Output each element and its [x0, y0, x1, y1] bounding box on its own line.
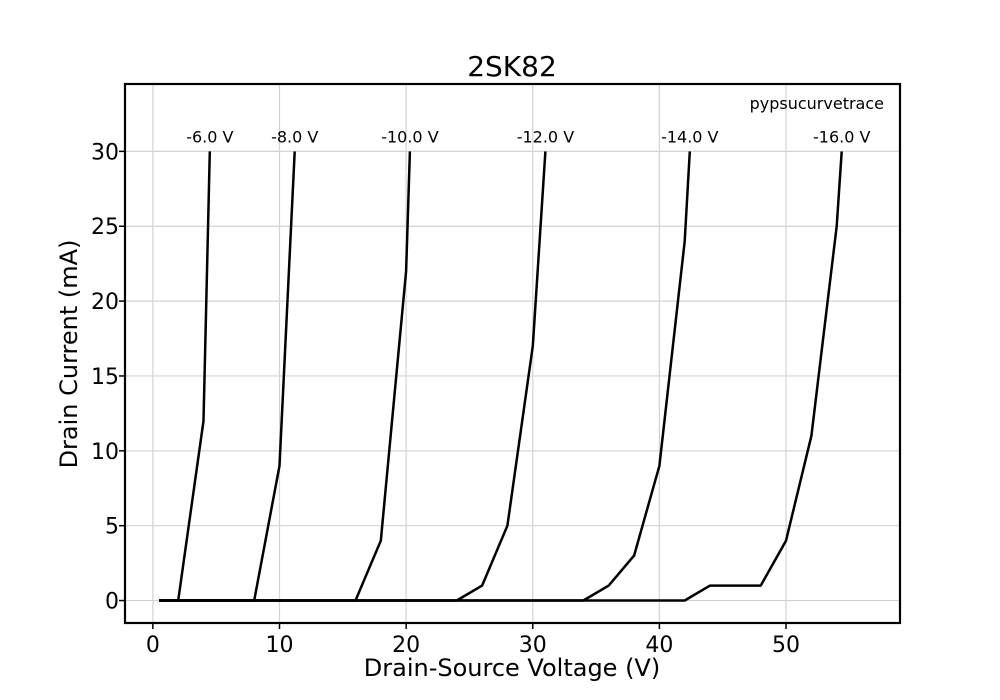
x-tick-label: 10 — [265, 633, 293, 658]
x-tick-label: 30 — [519, 633, 547, 658]
x-tick-label: 40 — [645, 633, 673, 658]
series-line — [159, 151, 843, 602]
y-tick-label: 10 — [91, 440, 119, 465]
series-label: -14.0 V — [661, 127, 718, 146]
y-axis-label: Drain Current (mA) — [55, 240, 83, 469]
series-label: -12.0 V — [517, 127, 574, 146]
x-tick-label: 20 — [392, 633, 420, 658]
y-tick-label: 30 — [91, 140, 119, 165]
y-tick-label: 20 — [91, 290, 119, 315]
series-label: -10.0 V — [381, 127, 438, 146]
chart-title: 2SK82 — [467, 50, 557, 83]
axis-ticks: 0 10 20 30 40 50 0 5 10 15 20 25 30 — [91, 140, 800, 658]
x-axis-label: Drain-Source Voltage (V) — [364, 654, 660, 682]
y-tick-label: 15 — [91, 365, 119, 390]
y-tick-label: 5 — [105, 515, 119, 540]
series-label: -16.0 V — [813, 127, 870, 146]
curves: -6.0 V -8.0 V -10.0 V -12.0 V -14.0 V -16.0 V — [159, 127, 871, 602]
watermark-label: pypsucurvetrace — [750, 94, 884, 113]
x-tick-label: 0 — [146, 633, 160, 658]
series-label: -6.0 V — [186, 127, 233, 146]
series-label: -8.0 V — [271, 127, 318, 146]
plot-frame — [123, 82, 902, 625]
y-tick-label: 25 — [91, 215, 119, 240]
y-tick-label: 0 — [105, 590, 119, 615]
x-tick-label: 50 — [772, 633, 800, 658]
grid — [125, 84, 900, 623]
